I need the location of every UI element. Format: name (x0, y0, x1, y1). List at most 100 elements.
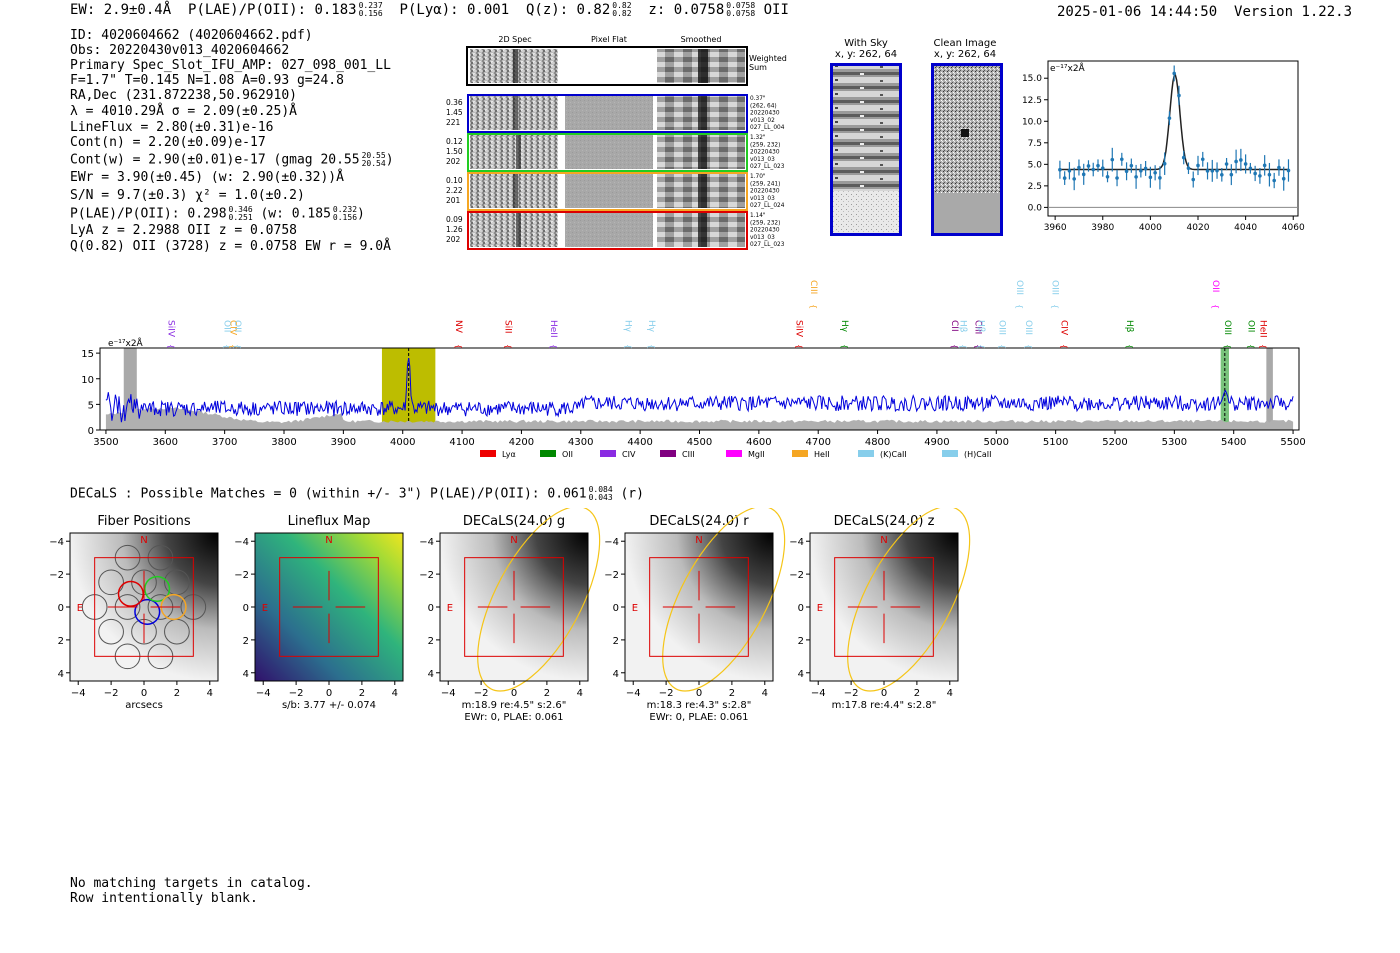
fiber-circle-red (117, 580, 144, 607)
zoom-ytick-label: 7.5 (1028, 139, 1042, 149)
ytick-label: 4 (428, 669, 434, 680)
header-qz-hi: 0.82 (612, 1, 632, 10)
line-label: OIII (1222, 320, 1232, 335)
header-plae-hi: 0.237 (358, 1, 383, 10)
header-plae-lo: 0.156 (358, 9, 383, 18)
cutout-row-meta: 027_LL_023 (750, 164, 785, 170)
with-sky-image (830, 63, 902, 236)
zoom-data-point (1058, 167, 1062, 172)
xtick-label: 0 (696, 688, 702, 699)
ytick-label: 2 (428, 636, 434, 647)
line-label-bracket: { (1024, 344, 1033, 349)
clean-image-xy: x, y: 262, 64 (933, 49, 997, 60)
zoom-data-point (1286, 168, 1291, 173)
info-contw-lo: 20.54 (361, 159, 386, 168)
xtick-label: 4 (392, 688, 398, 699)
footer: No matching targets in catalog. Row inte… (70, 876, 313, 906)
xtick-label: −2 (659, 688, 674, 699)
zoom-data-point (1096, 163, 1100, 168)
cutout-2d-streak (513, 174, 518, 208)
panel-caption: arcsecs (125, 700, 163, 711)
xtick-label: −2 (474, 688, 489, 699)
north-label: N (325, 535, 332, 546)
cutout-row-meta: 0.37" (750, 96, 766, 102)
search-box (649, 557, 749, 657)
cutout-row-meta: v013_03 (750, 196, 775, 202)
cutout-row-meta: 20220430 (750, 150, 780, 156)
line-label: SiIV (165, 320, 175, 338)
full-xtick-label: 3900 (331, 437, 356, 448)
cutout-row-stat: 202 (446, 157, 461, 166)
cutout-row-stat: 0.12 (446, 137, 463, 146)
cutout-row-meta: 027_LL_024 (750, 203, 785, 209)
line-label: HeII (1257, 320, 1267, 338)
line-label-bracket: { (1247, 344, 1256, 349)
cutout-row-meta: v013_02 (750, 118, 775, 124)
info-contn: Cont(n) = 2.20(±0.09)e-17 (70, 135, 266, 150)
zoom-xtick-label: 3980 (1091, 223, 1114, 233)
info-sn: S/N = 9.7(±0.3) χ² = 1.0(±0.2) (70, 188, 305, 203)
line-label: Hγ (646, 320, 656, 333)
legend-swatch (858, 450, 874, 457)
east-label: E (262, 603, 268, 614)
east-label: E (447, 603, 453, 614)
full-xtick-label: 4300 (568, 437, 593, 448)
zoom-data-point (1167, 116, 1172, 120)
line-label-bracket: { (223, 344, 232, 349)
xtick-label: 0 (326, 688, 332, 699)
ytick-label: −4 (789, 537, 804, 548)
ytick-label: −2 (419, 570, 434, 581)
zoom-data-point (1120, 157, 1124, 162)
zoom-data-point (1234, 159, 1238, 164)
legend-label: CIII (682, 450, 695, 459)
cutout-smooth-streak (698, 174, 707, 208)
full-ytick-label: 15 (81, 349, 94, 360)
aperture-ellipse (662, 508, 786, 692)
line-label: OIII (1023, 320, 1033, 335)
zoom-data-point (1177, 93, 1181, 98)
line-label-bracket: { (840, 344, 849, 349)
cutout-row-stat: 0.09 (446, 215, 463, 224)
line-label: OIII (1014, 280, 1024, 295)
legend-swatch (660, 450, 676, 457)
info-contw-hi: 20.55 (361, 151, 386, 160)
panel-caption: s/b: 3.77 +/- 0.074 (282, 700, 376, 711)
xtick-label: 2 (729, 688, 735, 699)
full-unit-label: e⁻¹⁷x2Å (108, 337, 144, 349)
info-plae2-w-lo: 0.156 (332, 213, 358, 222)
full-xtick-label: 5300 (1162, 437, 1187, 448)
zoom-data-point (1139, 168, 1143, 173)
zoom-data-point (1243, 162, 1248, 166)
zoom-xtick-label: 4060 (1282, 223, 1305, 233)
line-label: Hβ (1124, 320, 1134, 333)
cutout-row-stat: 2.22 (446, 186, 463, 195)
full-ytick-label: 5 (88, 400, 94, 411)
galaxy-cutout (625, 533, 773, 681)
zoom-data-point (1158, 176, 1162, 180)
info-plae2-hi: 0.346 (228, 205, 253, 214)
header-z-line: OII (763, 2, 789, 18)
decals-summary: DECaLS : Possible Matches = 0 (within +/… (70, 486, 644, 502)
cutout-row-stat: 0.36 (446, 98, 463, 107)
line-label-bracket: { (647, 344, 656, 349)
zoom-data-point (1110, 157, 1115, 162)
zoom-data-point (1239, 158, 1243, 162)
ytick-label: −4 (419, 537, 434, 548)
ytick-label: 0 (58, 603, 64, 614)
full-xtick-label: 4500 (687, 437, 712, 448)
xtick-label: −4 (71, 688, 86, 699)
cutout-panel: 2D Spec Pixel Flat Smoothed Weighted Sum… (446, 35, 787, 250)
zoom-ytick-label: 12.5 (1022, 96, 1042, 106)
cutout-smooth-streak (698, 96, 707, 130)
zoom-data-point (1134, 175, 1138, 179)
line-label-bracket: { (997, 344, 1006, 349)
cutout-row-meta: (259, 232) (750, 220, 780, 226)
footer-line-1: No matching targets in catalog. (70, 876, 313, 891)
line-label-bracket: { (1125, 344, 1134, 349)
fiber-circle-green (144, 575, 171, 602)
ytick-label: 4 (798, 669, 804, 680)
line-label-bracket: { (229, 344, 238, 349)
cutout-row-stat: 1.45 (446, 108, 463, 117)
legend-label: Lyα (502, 450, 516, 459)
